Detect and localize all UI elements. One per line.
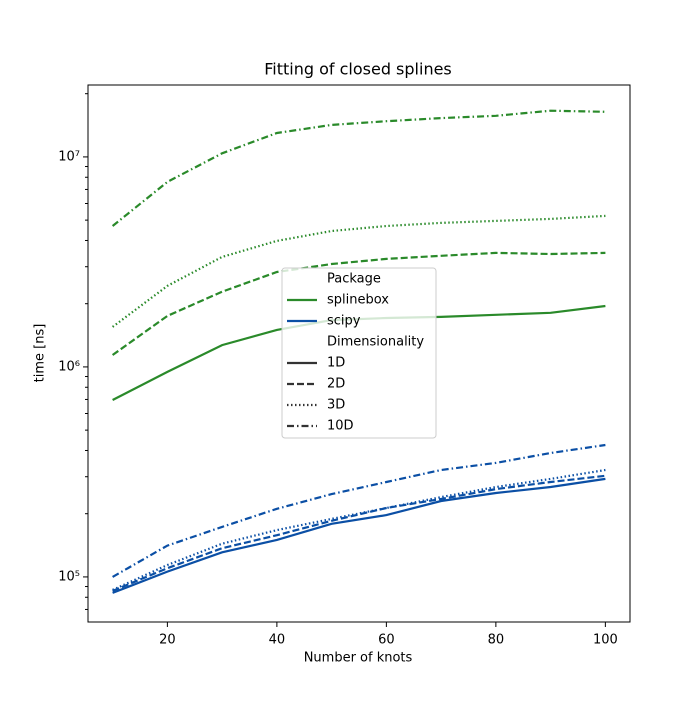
x-tick-label: 20	[159, 633, 176, 648]
x-tick-label: 60	[378, 633, 395, 648]
series-line	[111, 251, 606, 356]
legend-label: splinebox	[327, 293, 389, 308]
x-axis-label: Number of knots	[304, 651, 413, 666]
legend-label: 1D	[327, 356, 345, 371]
x-tick-label: 100	[593, 633, 618, 648]
x-tick-label: 40	[269, 633, 286, 648]
y-tick-label: 10⁷	[58, 149, 80, 164]
legend-box	[281, 267, 437, 439]
x-tick-label: 80	[488, 633, 505, 648]
y-axis-label: time [ns]	[33, 324, 48, 383]
legend-label: scipy	[327, 314, 361, 329]
legend-label: 3D	[327, 398, 345, 413]
legend-title: Dimensionality	[327, 335, 424, 350]
plot-frame	[87, 84, 631, 623]
series-line	[111, 109, 606, 227]
legend-label: 10D	[327, 419, 354, 434]
series-line	[112, 443, 606, 578]
legend-label: 2D	[327, 377, 345, 392]
series-line	[112, 474, 606, 592]
chart-title: Fitting of closed splines	[264, 60, 452, 79]
legend-title: Package	[327, 272, 381, 287]
y-tick-label: 10⁶	[58, 359, 80, 374]
y-tick-label: 10⁵	[58, 569, 80, 584]
series-line	[112, 477, 606, 594]
